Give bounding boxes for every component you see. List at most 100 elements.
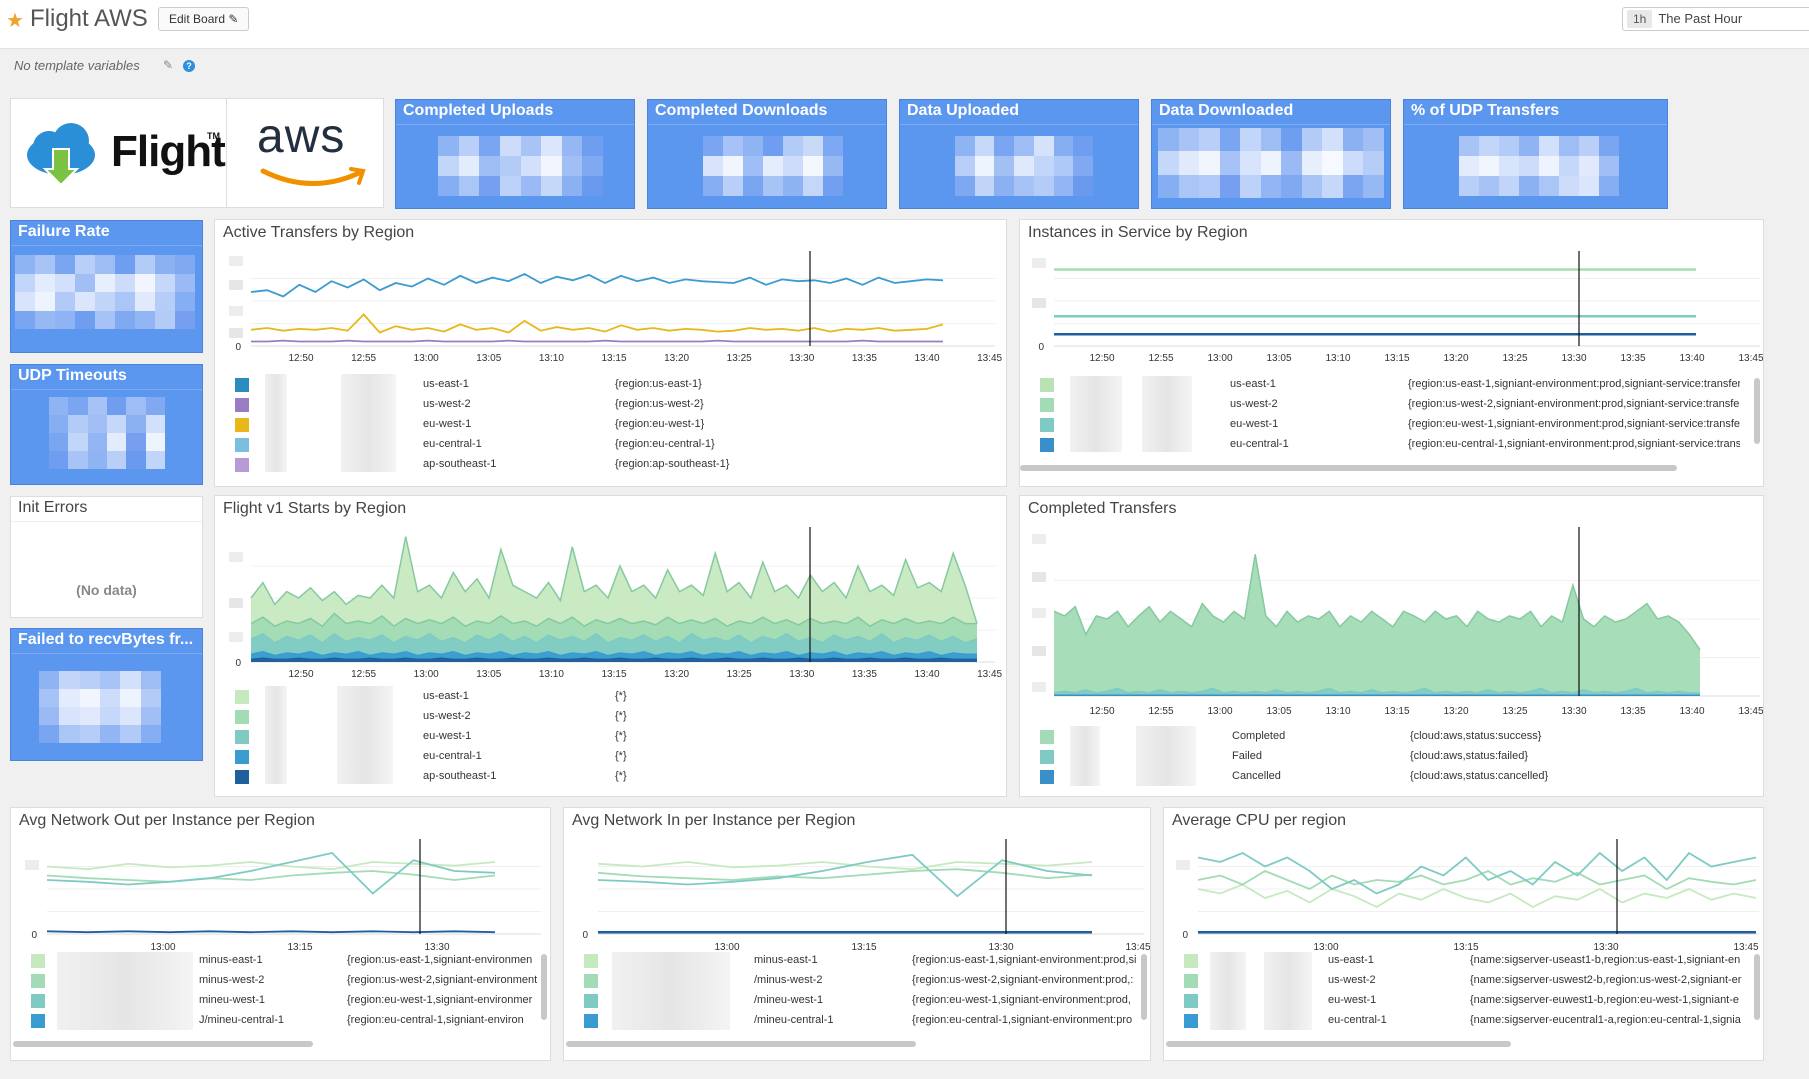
legend-row[interactable]: us-west-2 {region:us-west-2,signiant-envi…: [1040, 396, 1740, 413]
vertical-scrollbar[interactable]: [541, 954, 547, 1020]
x-tick-label: 13:30: [424, 942, 449, 950]
legend-row[interactable]: minus-west-2 {region:us-west-2,signiant-e…: [31, 972, 541, 989]
completed-transfers-chart[interactable]: 12:50 12:55 13:00 13:05 13:10 13:15 13:20 13:25…: [1020, 522, 1763, 722]
legend-row[interactable]: eu-west-1 {region:eu-west-1}: [235, 416, 995, 433]
legend-scope: {name:sigserver-useast1-b,region:us-east…: [1470, 954, 1741, 966]
legend-row[interactable]: Cancelled {cloud:aws,status:cancelled}: [1040, 768, 1740, 785]
avg-cpu-chart[interactable]: 0 13:00 13:15 13:30 13:45: [1164, 834, 1763, 950]
legend-scope: {*}: [615, 730, 627, 742]
legend-row[interactable]: ap-southeast-1 {*}: [235, 768, 995, 785]
legend-swatch: [235, 730, 249, 744]
legend-row[interactable]: us-west-2 {name:sigserver-uswest2-b,regio…: [1184, 972, 1752, 989]
legend-row[interactable]: Completed {cloud:aws,status:success}: [1040, 728, 1740, 745]
y-tick-label-obscured: [25, 860, 39, 870]
legend-swatch: [1040, 750, 1054, 764]
legend-row[interactable]: mineu-west-1 {region:eu-west-1,signiant-e…: [31, 992, 541, 1009]
legend-scope: {region:us-west-2}: [615, 398, 704, 410]
legend-row[interactable]: us-east-1 {*}: [235, 688, 995, 705]
vertical-scrollbar[interactable]: [1754, 954, 1760, 1020]
series-line: [1053, 554, 1701, 651]
legend-row[interactable]: J/mineu-central-1 {region:eu-central-1,si…: [31, 1012, 541, 1029]
legend-swatch: [235, 438, 249, 452]
legend-row[interactable]: eu-central-1 {*}: [235, 748, 995, 765]
legend-row[interactable]: minus-east-1 {region:us-east-1,signiant-e…: [31, 952, 541, 969]
edit-board-button[interactable]: Edit Board ✎: [158, 7, 250, 31]
active-transfers-chart[interactable]: 0 12:50 12:55 13:00 13:05 13:10 13:15 13:20 13:2…: [215, 246, 1006, 362]
failed-recvbytes-tile[interactable]: Failed to recvBytes fr...: [10, 628, 203, 761]
instances-chart[interactable]: 0 12:50 12:55 13:00 13:05 13:10 13:15 13:20 13:2…: [1020, 246, 1763, 362]
data-uploaded-tile[interactable]: Data Uploaded: [899, 99, 1139, 209]
legend-row[interactable]: minus-east-1 {region:us-east-1,signiant-e…: [584, 952, 1139, 969]
legend-row[interactable]: /minus-west-2 {region:us-west-2,signiant-…: [584, 972, 1139, 989]
legend-row[interactable]: us-east-1 {region:us-east-1}: [235, 376, 995, 393]
net-in-panel[interactable]: Avg Network In per Instance per Region 0…: [563, 807, 1151, 1061]
horizontal-scrollbar[interactable]: [13, 1041, 313, 1047]
udp-timeouts-tile[interactable]: UDP Timeouts: [10, 364, 203, 485]
horizontal-scrollbar[interactable]: [566, 1041, 916, 1047]
help-icon[interactable]: ?: [183, 60, 195, 72]
data-downloaded-tile[interactable]: Data Downloaded: [1151, 99, 1391, 209]
legend-scope: {region:us-east-1,signiant-environmen: [347, 954, 533, 966]
x-tick-label: 13:10: [1325, 353, 1350, 362]
horizontal-scrollbar[interactable]: [1166, 1041, 1511, 1047]
legend-swatch: [235, 378, 249, 392]
net-out-panel[interactable]: Avg Network Out per Instance per Region …: [10, 807, 551, 1061]
x-tick-label: 13:30: [1561, 706, 1586, 717]
series-line: [250, 651, 977, 657]
y-tick-label-obscured: [1176, 860, 1190, 870]
legend-row[interactable]: /mineu-west-1 {region:eu-west-1,signiant-…: [584, 992, 1139, 1009]
legend-row[interactable]: ap-southeast-1 {region:ap-southeast-1}: [235, 456, 995, 473]
legend-row[interactable]: us-west-2 {*}: [235, 708, 995, 725]
flight-starts-panel[interactable]: Flight v1 Starts by Region 0 12:50 12:55 13…: [214, 495, 1007, 797]
net-in-chart[interactable]: 0 13:00 13:15 13:30 13:45: [564, 834, 1150, 950]
timeframe-selector[interactable]: 1h The Past Hour: [1622, 7, 1809, 31]
legend-row[interactable]: us-east-1 {name:sigserver-useast1-b,regio…: [1184, 952, 1752, 969]
udp-transfers-tile[interactable]: % of UDP Transfers: [1403, 99, 1668, 209]
series-line: [250, 272, 944, 298]
legend-name: us-east-1: [423, 690, 469, 702]
completed-transfers-panel[interactable]: Completed Transfers 12:50 12:55 13:00 13:05…: [1019, 495, 1764, 797]
legend-row[interactable]: eu-west-1 {name:sigserver-euwest1-b,regio…: [1184, 992, 1752, 1009]
x-tick-label: 13:10: [539, 353, 564, 362]
legend-scope: {cloud:aws,status:success}: [1410, 730, 1542, 742]
series-line: [1197, 851, 1757, 895]
x-tick-label: 13:45: [1733, 942, 1758, 950]
flight-starts-chart[interactable]: 0 12:50 12:55 13:00 13:05 13:10 13:15 13:20 13:2…: [215, 522, 1006, 682]
series-line: [250, 657, 977, 661]
legend-swatch: [584, 994, 598, 1008]
legend-row[interactable]: Failed {cloud:aws,status:failed}: [1040, 748, 1740, 765]
vertical-scrollbar[interactable]: [1141, 954, 1147, 1020]
legend-row[interactable]: eu-central-1 {region:eu-central-1}: [235, 436, 995, 453]
tile-title: Data Uploaded: [907, 102, 1020, 119]
legend-name: eu-central-1: [1230, 438, 1289, 450]
legend-row[interactable]: eu-central-1 {region:eu-central-1,signian…: [1040, 436, 1740, 453]
legend-scope: {name:sigserver-eucentral1-a,region:eu-c…: [1470, 1014, 1741, 1026]
init-errors-tile[interactable]: Init Errors (No data): [10, 496, 203, 618]
obscured-value: [438, 136, 603, 196]
pencil-icon: ✎: [228, 12, 239, 26]
legend-scope: {name:sigserver-uswest2-b,region:us-west…: [1470, 974, 1742, 986]
instances-panel[interactable]: Instances in Service by Region 0 12:50 12:…: [1019, 219, 1764, 487]
completed-downloads-tile[interactable]: Completed Downloads: [647, 99, 887, 209]
y-tick-label-obscured: [229, 552, 243, 562]
legend-swatch: [235, 418, 249, 432]
legend-row[interactable]: eu-central-1 {name:sigserver-eucentral1-a…: [1184, 1012, 1752, 1029]
x-tick-label: 13:45: [1738, 706, 1763, 717]
horizontal-scrollbar[interactable]: [1020, 465, 1677, 471]
legend-row[interactable]: eu-west-1 {*}: [235, 728, 995, 745]
avg-cpu-panel[interactable]: Average CPU per region 0 13:00 13:15 13:30 1…: [1163, 807, 1764, 1061]
legend-row[interactable]: us-east-1 {region:us-east-1,signiant-envi…: [1040, 376, 1740, 393]
favorite-star-icon[interactable]: ★: [6, 10, 24, 32]
legend-name: us-west-2: [1328, 974, 1376, 986]
legend-row[interactable]: /mineu-central-1 {region:eu-central-1,sig…: [584, 1012, 1139, 1029]
legend-row[interactable]: eu-west-1 {region:eu-west-1,signiant-envi…: [1040, 416, 1740, 433]
legend-name: minus-east-1: [754, 954, 818, 966]
failure-rate-tile[interactable]: Failure Rate: [10, 220, 203, 353]
legend-row[interactable]: us-west-2 {region:us-west-2}: [235, 396, 995, 413]
edit-template-pencil-icon[interactable]: ✎: [163, 58, 174, 72]
completed-uploads-tile[interactable]: Completed Uploads: [395, 99, 635, 209]
vertical-scrollbar[interactable]: [1754, 378, 1760, 444]
legend-scope: {region:ap-southeast-1}: [615, 458, 730, 470]
active-transfers-panel[interactable]: Active Transfers by Region 0 12:50 12:55 13…: [214, 219, 1007, 487]
